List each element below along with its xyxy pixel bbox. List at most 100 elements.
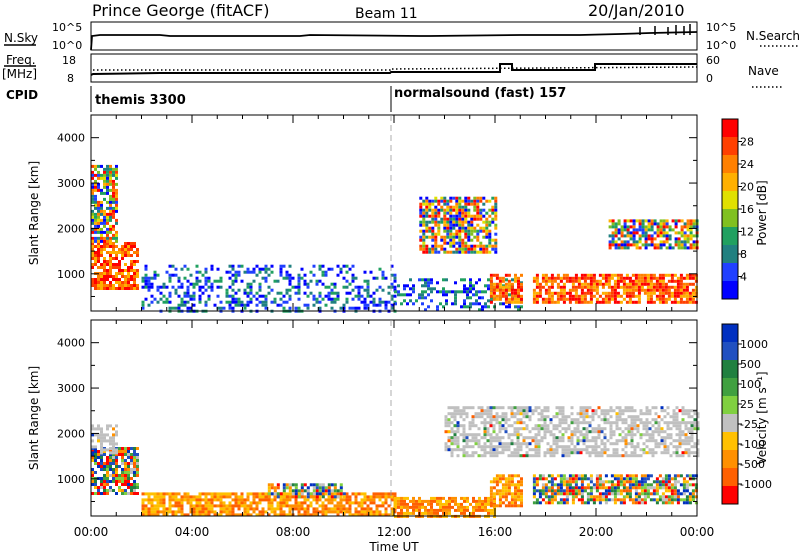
- velocity-echo-cell: [672, 409, 676, 413]
- velocity-echo-cell: [97, 462, 100, 465]
- power-echo-cell: [464, 226, 468, 230]
- power-echo-cell: [357, 294, 361, 298]
- velocity-echo-cell: [279, 498, 283, 502]
- power-echo-cell: [124, 242, 127, 245]
- power-echo-cell: [387, 285, 391, 289]
- velocity-echo-cell: [576, 439, 580, 443]
- power-echo-cell: [97, 215, 100, 219]
- velocity-echo-cell: [594, 427, 598, 431]
- power-echo-cell: [682, 291, 686, 295]
- velocity-echo-cell: [312, 510, 316, 514]
- power-echo-cell: [312, 294, 316, 298]
- velocity-echo-cell: [481, 508, 484, 512]
- velocity-echo-cell: [130, 447, 133, 450]
- velocity-echo-cell: [130, 492, 133, 495]
- velocity-echo-cell: [520, 495, 523, 499]
- velocity-echo-cell: [487, 502, 490, 506]
- power-echo-cell: [598, 300, 602, 304]
- power-colorbar-tick-label: 20: [740, 181, 754, 194]
- velocity-echo-cell: [300, 513, 304, 517]
- velocity-echo-cell: [576, 430, 580, 434]
- power-echo-cell: [520, 288, 523, 292]
- velocity-echo-cell: [667, 498, 671, 502]
- velocity-echo-cell: [619, 474, 623, 478]
- velocity-echo-cell: [279, 501, 283, 505]
- power-echo-cell: [625, 300, 629, 304]
- power-echo-cell: [494, 250, 498, 254]
- power-echo-cell: [115, 167, 118, 171]
- velocity-echo-cell: [619, 477, 623, 481]
- velocity-echo-cell: [168, 504, 172, 508]
- velocity-echo-cell: [381, 513, 385, 517]
- power-echo-cell: [141, 276, 145, 280]
- power-echo-cell: [598, 294, 602, 298]
- velocity-echo-cell: [297, 495, 301, 499]
- velocity-echo-cell: [567, 451, 571, 455]
- velocity-echo-cell: [330, 495, 334, 499]
- velocity-echo-cell: [303, 495, 307, 499]
- power-echo-cell: [637, 285, 641, 289]
- power-echo-cell: [297, 291, 301, 295]
- velocity-echo-cell: [133, 474, 136, 477]
- velocity-echo-cell: [574, 477, 578, 481]
- power-echo-cell: [571, 279, 575, 283]
- power-echo-cell: [204, 303, 208, 307]
- velocity-echo-cell: [225, 495, 229, 499]
- velocity-echo-cell: [664, 477, 668, 481]
- velocity-echo-cell: [538, 492, 542, 496]
- power-echo-cell: [571, 297, 575, 301]
- power-echo-cell: [467, 235, 471, 239]
- velocity-echo-cell: [495, 436, 499, 440]
- power-echo-cell: [485, 226, 489, 230]
- power-echo-cell: [100, 221, 103, 225]
- velocity-echo-cell: [100, 451, 103, 455]
- velocity-echo-cell: [552, 451, 556, 455]
- velocity-echo-cell: [588, 424, 592, 428]
- velocity-echo-cell: [558, 445, 562, 449]
- power-echo-cell: [494, 241, 498, 245]
- power-echo-cell: [97, 230, 100, 234]
- power-echo-cell: [501, 291, 505, 295]
- velocity-echo-cell: [243, 513, 247, 517]
- power-echo-cell: [562, 291, 566, 295]
- power-echo-cell: [640, 288, 644, 292]
- velocity-echo-cell: [552, 415, 556, 419]
- velocity-echo-cell: [483, 409, 487, 413]
- velocity-echo-cell: [115, 453, 118, 456]
- velocity-echo-cell: [333, 483, 337, 487]
- velocity-echo-cell: [100, 477, 103, 480]
- velocity-echo-cell: [531, 427, 535, 431]
- velocity-echo-cell: [586, 483, 590, 487]
- power-echo-cell: [686, 219, 690, 223]
- power-echo-cell: [580, 276, 584, 280]
- power-echo-cell: [692, 234, 696, 238]
- velocity-echo-cell: [465, 415, 469, 419]
- velocity-echo-cell: [628, 483, 632, 487]
- velocity-echo-cell: [549, 418, 553, 422]
- power-echo-cell: [649, 273, 653, 277]
- velocity-echo-cell: [684, 436, 688, 440]
- power-echo-cell: [458, 202, 462, 206]
- velocity-echo-cell: [588, 445, 592, 449]
- power-echo-cell: [100, 248, 103, 251]
- velocity-echo-cell: [550, 483, 554, 487]
- power-echo-cell: [162, 285, 166, 289]
- velocity-echo-cell: [109, 442, 112, 446]
- power-echo-cell: [607, 300, 611, 304]
- velocity-echo-cell: [684, 451, 688, 455]
- power-echo-cell: [610, 291, 614, 295]
- velocity-echo-cell: [507, 418, 511, 422]
- power-echo-cell: [124, 281, 127, 284]
- velocity-colorbar-band: [722, 432, 738, 451]
- power-echo-cell: [97, 275, 100, 278]
- velocity-echo-cell: [561, 421, 565, 425]
- velocity-echo-cell: [543, 415, 547, 419]
- nave-tick-bottom: 0: [706, 72, 713, 85]
- power-echo-cell: [446, 226, 450, 230]
- power-echo-cell: [97, 206, 100, 210]
- velocity-echo-cell: [273, 489, 277, 493]
- power-echo-cell: [351, 297, 355, 301]
- power-echo-cell: [112, 245, 115, 248]
- velocity-echo-cell: [675, 451, 679, 455]
- velocity-echo-cell: [652, 489, 656, 493]
